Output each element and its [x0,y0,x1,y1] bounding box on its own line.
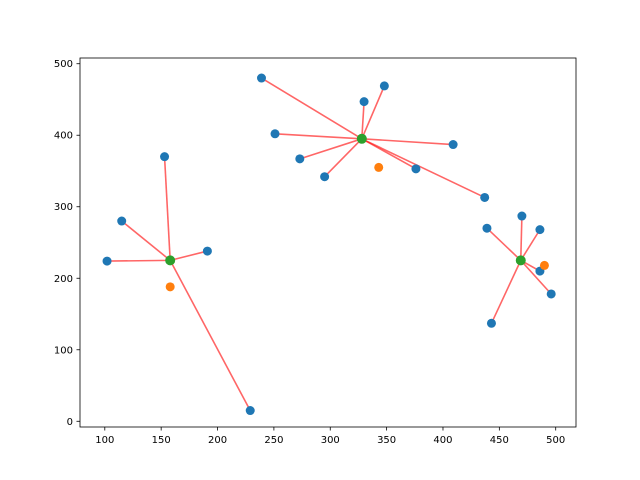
final-center-point [356,133,367,144]
connection-line [324,138,363,178]
data-points [102,73,556,416]
data-point [320,172,330,182]
data-point [245,406,255,416]
connection-line [107,259,171,262]
x-tick-label: 200 [208,435,227,446]
data-point [480,192,490,202]
data-point [486,318,496,328]
connection-line [520,259,552,295]
data-point [448,140,458,150]
data-point [160,152,170,162]
axes-frame [79,57,577,428]
data-point [379,81,389,91]
y-tick-label: 500 [54,59,73,70]
data-point [359,97,369,107]
connection-line [361,138,486,199]
data-point [535,225,545,235]
initial-center-point [374,162,384,172]
data-point [482,223,492,233]
y-tick-label: 0 [67,417,73,428]
connection-line [163,156,171,261]
connection-line [261,77,363,140]
data-point [270,129,280,139]
y-tick-label: 300 [54,202,73,213]
data-point [295,154,305,164]
connection-line [121,220,171,261]
final-center-point [165,255,176,266]
x-tick-label: 150 [152,435,171,446]
x-tick-label: 250 [264,435,283,446]
connection-line [519,216,523,261]
connection-line [490,260,522,324]
connection-lines [107,77,552,411]
y-tick-label: 100 [54,345,73,356]
data-point [202,246,212,256]
connection-line [361,85,386,140]
x-tick-label: 100 [95,435,114,446]
connection-line [361,138,454,146]
x-tick-label: 350 [377,435,396,446]
initial-centers [165,162,549,292]
connection-line [520,229,541,261]
x-tick-label: 300 [321,435,340,446]
connection-line [299,138,363,160]
x-tick-label: 400 [433,435,452,446]
connection-line [169,260,251,411]
data-point [102,256,112,266]
connection-line [486,227,522,261]
initial-center-point [165,282,175,292]
final-centers [165,133,526,266]
data-point [546,289,556,299]
y-tick-label: 200 [54,274,73,285]
final-center-point [515,255,526,266]
data-point [411,164,421,174]
connection-line [361,101,365,139]
x-tick-label: 450 [490,435,509,446]
data-point [117,216,127,226]
axes: 100 150 200 250 300 350 400 450 500 0 100 200 300 400… [54,57,577,446]
connection-line [274,133,362,140]
plot-area [80,58,576,427]
x-tick-label: 500 [546,435,565,446]
plot-background [80,58,576,427]
y-tick-label: 400 [54,131,73,142]
connection-line [169,250,208,262]
data-point [256,73,266,83]
data-point [517,211,527,221]
initial-center-point [539,260,549,270]
